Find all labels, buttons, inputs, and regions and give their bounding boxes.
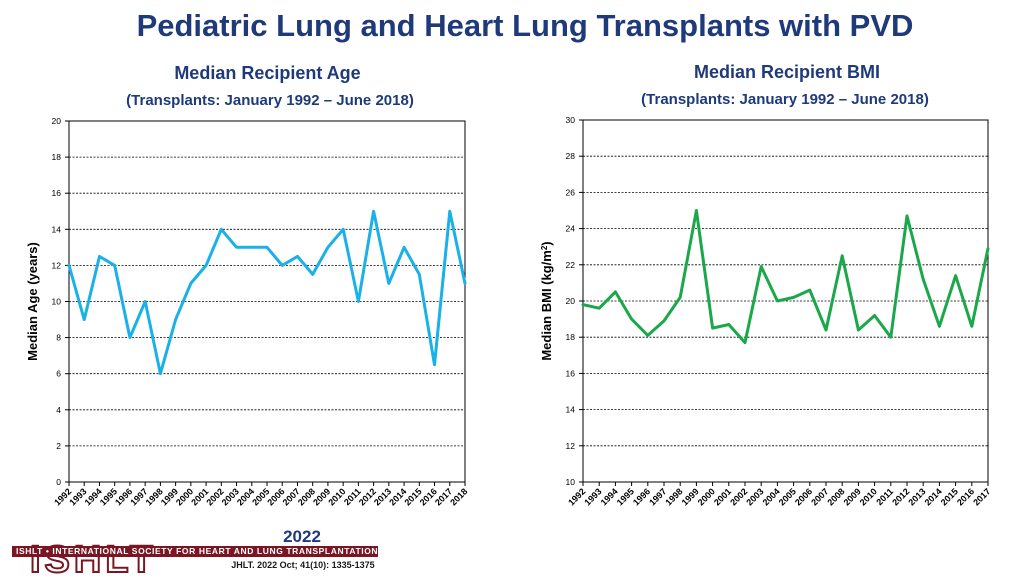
bmi-x-tick-label: 2004 [761, 486, 782, 507]
right-chart-subtitle: Median Recipient BMI [693, 62, 881, 82]
bmi-y-tick-label: 12 [566, 441, 576, 451]
bmi-x-tick-label: 2009 [842, 486, 863, 507]
bmi-x-tick-label: 1999 [680, 486, 701, 507]
bmi-x-tick-label: 2017 [971, 486, 992, 507]
bmi-x-tick-label: 2000 [696, 486, 717, 507]
bmi-x-tick-label: 1994 [599, 486, 620, 507]
bmi-x-tick-label: 1998 [663, 486, 684, 507]
bmi-y-tick-label: 14 [566, 405, 576, 415]
bmi-x-tick-label: 2013 [906, 486, 927, 507]
age-y-tick-label: 12 [52, 260, 62, 270]
bmi-y-axis-title: Median BMI (kg/m2) [539, 241, 554, 360]
bmi-x-tick-label: 2015 [939, 486, 960, 507]
age-y-tick-label: 10 [52, 297, 62, 307]
bmi-y-tick-label: 16 [566, 368, 576, 378]
bmi-x-tick-label: 2007 [809, 486, 830, 507]
bmi-x-tick-label: 2005 [777, 486, 798, 507]
age-y-tick-label: 20 [52, 116, 62, 126]
left-chart-subtitle: Median Recipient Age [174, 63, 361, 83]
bmi-x-tick-label: 1993 [582, 486, 603, 507]
logo-year: 2022 [283, 527, 321, 546]
bmi-x-tick-label: 1996 [631, 486, 652, 507]
age-y-tick-label: 2 [56, 441, 61, 451]
bmi-series-line [581, 209, 990, 345]
bmi-x-tick-label: 1995 [615, 486, 636, 507]
age-y-tick-label: 6 [56, 369, 61, 379]
bmi-y-tick-label: 24 [566, 224, 576, 234]
age-y-tick-label: 16 [52, 188, 62, 198]
age-y-tick-label: 4 [56, 405, 61, 415]
bmi-x-tick-label: 2014 [923, 486, 944, 507]
bmi-y-tick-label: 28 [566, 151, 576, 161]
bmi-x-tick-label: 2001 [712, 486, 733, 507]
bmi-y-tick-label: 30 [566, 115, 576, 125]
age-y-tick-label: 14 [52, 224, 62, 234]
age-y-tick-label: 18 [52, 152, 62, 162]
bmi-y-tick-label: 26 [566, 187, 576, 197]
page-title: Pediatric Lung and Heart Lung Transplant… [136, 8, 914, 43]
bmi-x-tick-label: 2012 [890, 486, 911, 507]
bmi-x-tick-label: 2003 [744, 486, 765, 507]
bmi-x-tick-label: 2006 [793, 486, 814, 507]
bmi-x-tick-label: 2016 [955, 486, 976, 507]
bmi-x-tick-label: 2002 [728, 486, 749, 507]
bmi-x-tick-label: 2008 [825, 486, 846, 507]
bmi-x-tick-label: 2011 [874, 486, 895, 507]
bmi-x-tick-label: 2010 [858, 486, 879, 507]
bmi-y-tick-label: 22 [566, 260, 576, 270]
bmi-x-tick-label: 1997 [647, 486, 668, 507]
logo-org-name: ISHLT • INTERNATIONAL SOCIETY FOR HEART … [12, 546, 378, 557]
age-y-axis-title: Median Age (years) [25, 242, 40, 361]
left-chart-period: (Transplants: January 1992 – June 2018) [126, 92, 414, 109]
bmi-y-tick-label: 20 [566, 296, 576, 306]
journal-citation: JHLT. 2022 Oct; 41(10): 1335-1375 [231, 560, 375, 570]
right-chart-period: (Transplants: January 1992 – June 2018) [641, 91, 929, 108]
bmi-y-tick-label: 10 [566, 477, 576, 487]
age-y-tick-label: 0 [56, 477, 61, 487]
bmi-x-tick-label: 1992 [566, 486, 587, 507]
age-y-tick-label: 8 [56, 333, 61, 343]
bmi-y-tick-label: 18 [566, 332, 576, 342]
